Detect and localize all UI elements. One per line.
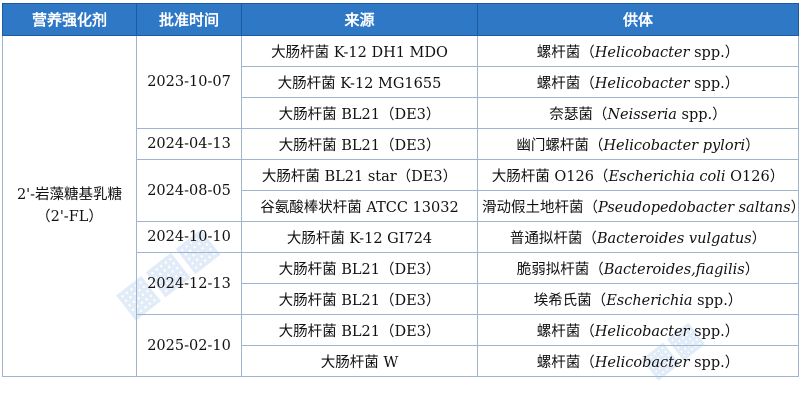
table-row: 谷氨酸棒状杆菌 ATCC 13032 滑动假土地杆菌（Pseudopedobact… <box>3 190 799 222</box>
donor-latin-name: Escherichia coli <box>608 168 726 185</box>
table-header-row: 营养强化剂 批准时间 来源 供体 <box>2 3 799 36</box>
donor-common-name: 螺杆菌（ <box>536 354 595 371</box>
donor-common-name: 奈瑟菌（ <box>549 106 608 123</box>
table-row: 2024-10-10 大肠杆菌 K-12 GI724 普通拟杆菌（Bacteroid… <box>3 221 799 253</box>
table-row: 大肠杆菌 BL21（DE3） 奈瑟菌（Neisseria spp.） <box>3 97 799 129</box>
donor-suffix: spp.） <box>692 292 743 309</box>
nutrient-name: 2'-岩藻糖基乳糖 <box>16 187 123 203</box>
donor-latin-name: Bacteroides,fiagilis <box>603 261 745 278</box>
donor-common-name: 螺杆菌（ <box>536 44 595 61</box>
source-cell: 大肠杆菌 K-12 MG1655 <box>241 66 478 98</box>
donor-cell: 奈瑟菌（Neisseria spp.） <box>477 97 799 129</box>
source-cell: 大肠杆菌 K-12 GI724 <box>241 221 478 253</box>
donor-suffix: spp.） <box>689 75 740 92</box>
table-row: 2025-02-10 大肠杆菌 BL21（DE3） 螺杆菌（Helicobacter… <box>3 314 799 377</box>
donor-cell: 大肠杆菌 O126（Escherichia coli O126） <box>477 159 799 191</box>
source-cell: 大肠杆菌 BL21（DE3） <box>241 283 478 315</box>
donor-cell: 滑动假土地杆菌（Pseudopedobacter saltans） <box>477 190 799 222</box>
donor-common-name: 大肠杆菌 O126（ <box>491 168 609 185</box>
donor-suffix: spp.） <box>689 323 740 340</box>
source-cell: 大肠杆菌 BL21（DE3） <box>241 314 478 346</box>
approval-date-cell: 2024-04-13 <box>136 128 242 160</box>
donor-cell: 螺杆菌（Helicobacter spp.） <box>477 66 799 98</box>
donor-common-name: 幽门螺杆菌（ <box>516 137 604 154</box>
table-row: 大肠杆菌 K-12 MG1655 螺杆菌（Helicobacter spp.） <box>3 66 799 98</box>
header-approval-date: 批准时间 <box>136 3 242 36</box>
donor-suffix: spp.） <box>689 354 740 371</box>
donor-latin-name: Pseudopedobacter saltans <box>598 199 791 216</box>
donor-suffix: ） <box>745 137 760 154</box>
source-cell: 大肠杆菌 W <box>241 345 478 377</box>
donor-latin-name: Neisseria <box>607 106 677 123</box>
table-row: 2'-岩藻糖基乳糖 （2'-FL） 2023-10-07 大肠杆菌 K-12 DH1 … <box>2 35 799 377</box>
donor-latin-name: Helicobacter pylori <box>603 137 746 154</box>
header-donor: 供体 <box>477 3 799 36</box>
approval-table: 营养强化剂 批准时间 来源 供体 2'-岩藻糖基乳糖 （2'-FL） 2023-10… <box>2 3 799 377</box>
source-cell: 大肠杆菌 BL21（DE3） <box>241 128 478 160</box>
source-cell: 大肠杆菌 K-12 DH1 MDO <box>241 35 478 67</box>
source-cell: 谷氨酸棒状杆菌 ATCC 13032 <box>241 190 478 222</box>
donor-cell: 螺杆菌（Helicobacter spp.） <box>477 35 799 67</box>
donor-latin-name: Helicobacter <box>594 354 690 371</box>
donor-common-name: 脆弱拟杆菌（ <box>516 261 604 278</box>
approval-date-cell: 2024-12-13 <box>136 252 242 315</box>
donor-suffix: O126） <box>725 168 785 185</box>
table-row: 2024-12-13 大肠杆菌 BL21（DE3） 脆弱拟杆菌（Bacteroide… <box>3 252 799 315</box>
donor-latin-name: Helicobacter <box>594 44 690 61</box>
donor-suffix: ） <box>751 230 767 247</box>
donor-cell: 普通拟杆菌（Bacteroides vulgatus） <box>477 221 799 253</box>
donor-latin-name: Helicobacter <box>594 75 690 92</box>
approval-date-cell: 2025-02-10 <box>136 314 242 377</box>
donor-cell: 脆弱拟杆菌（Bacteroides,fiagilis） <box>477 252 799 284</box>
donor-cell: 螺杆菌（Helicobacter spp.） <box>477 314 799 346</box>
source-cell: 大肠杆菌 BL21（DE3） <box>241 252 478 284</box>
donor-latin-name: Bacteroides vulgatus <box>596 230 752 247</box>
table-row: 2024-08-05 大肠杆菌 BL21 star（DE3） 大肠杆菌 O126（E… <box>3 159 799 222</box>
table-row: 2024-04-13 大肠杆菌 BL21（DE3） 幽门螺杆菌（Helicobact… <box>3 128 799 160</box>
donor-latin-name: Helicobacter <box>594 323 690 340</box>
nutrient-abbr: （2'-FL） <box>36 209 103 225</box>
source-cell: 大肠杆菌 BL21（DE3） <box>241 97 478 129</box>
nutrient-cell: 2'-岩藻糖基乳糖 （2'-FL） <box>2 35 137 377</box>
donor-common-name: 螺杆菌（ <box>536 323 595 340</box>
approval-date-cell: 2024-08-05 <box>136 159 242 222</box>
donor-suffix: spp.） <box>689 44 740 61</box>
donor-common-name: 普通拟杆菌（ <box>509 230 597 247</box>
table-row: 大肠杆菌 W 螺杆菌（Helicobacter spp.） <box>3 345 799 377</box>
header-nutrient: 营养强化剂 <box>2 3 137 36</box>
donor-suffix: spp.） <box>676 106 727 123</box>
donor-suffix: ） <box>744 261 760 278</box>
donor-common-name: 埃希氏菌（ <box>533 292 607 309</box>
donor-suffix: ） <box>791 200 798 216</box>
source-cell: 大肠杆菌 BL21 star（DE3） <box>241 159 478 191</box>
donor-cell: 幽门螺杆菌（Helicobacter pylori） <box>477 128 799 160</box>
table-row: 大肠杆菌 BL21（DE3） 埃希氏菌（Escherichia spp.） <box>3 283 799 315</box>
donor-cell: 埃希氏菌（Escherichia spp.） <box>477 283 799 315</box>
header-source: 来源 <box>241 3 478 36</box>
table-body: 2'-岩藻糖基乳糖 （2'-FL） 2023-10-07 大肠杆菌 K-12 DH1 … <box>2 35 799 377</box>
approval-date-cell: 2023-10-07 <box>136 35 242 129</box>
donor-latin-name: Escherichia <box>606 292 693 309</box>
donor-common-name: 螺杆菌（ <box>536 75 595 92</box>
donor-cell: 螺杆菌（Helicobacter spp.） <box>477 345 799 377</box>
approval-date-cell: 2024-10-10 <box>136 221 242 253</box>
donor-common-name: 滑动假土地杆菌（ <box>482 199 598 216</box>
